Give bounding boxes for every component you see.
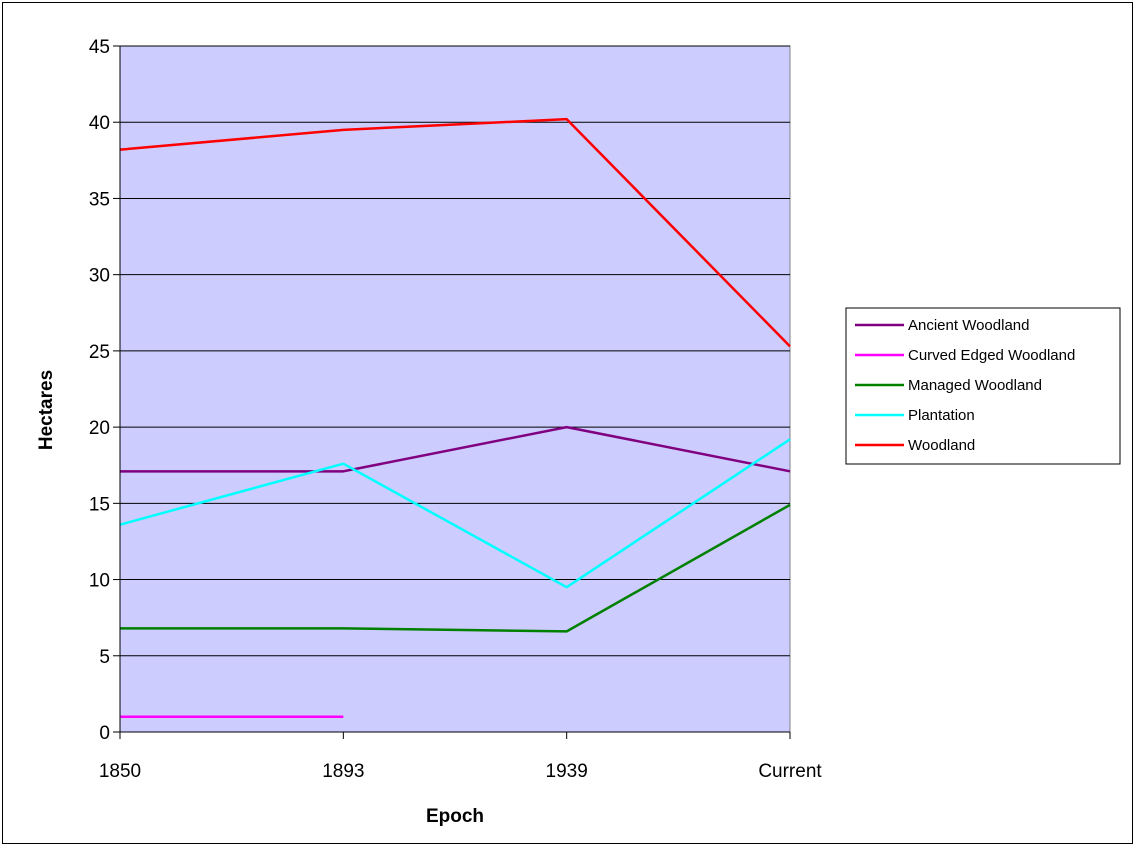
y-tick-label: 35 — [89, 189, 110, 210]
axes — [113, 45, 791, 739]
y-tick-labels: 0 5 10 15 20 25 30 35 40 45 — [89, 37, 110, 744]
x-tick-label: 1939 — [546, 761, 588, 782]
y-tick-label: 15 — [89, 494, 110, 515]
legend-label: Plantation — [908, 407, 975, 424]
legend-label: Woodland — [908, 437, 975, 454]
series-line-plantation — [119, 438, 791, 589]
y-tick-label: 20 — [89, 418, 110, 439]
series-line-managed-woodland — [120, 503, 791, 633]
plot-area — [119, 45, 791, 733]
legend-label: Ancient Woodland — [908, 317, 1029, 334]
series-line-woodland — [119, 117, 791, 348]
x-tick-label: Current — [758, 761, 822, 782]
y-tick-label: 30 — [89, 266, 110, 287]
legend-label: Managed Woodland — [908, 377, 1042, 394]
x-axis-title: Epoch — [426, 806, 484, 827]
y-tick-label: 25 — [89, 342, 110, 363]
gridlines — [120, 45, 790, 657]
x-tick-labels: 1850 1893 1939 Current — [99, 761, 823, 782]
y-tick-label: 10 — [89, 571, 110, 592]
x-tick-label: 1893 — [322, 761, 364, 782]
y-tick-label: 0 — [99, 723, 110, 744]
series-line-ancient-woodland — [120, 425, 791, 473]
x-tick-label: 1850 — [99, 761, 141, 782]
y-tick-label: 5 — [99, 647, 110, 668]
y-axis-title: Hectares — [36, 370, 57, 450]
y-tick-label: 45 — [89, 37, 110, 58]
legend-label: Curved Edged Woodland — [908, 347, 1075, 364]
y-tick-label: 40 — [89, 113, 110, 134]
legend: Ancient Woodland Curved Edged Woodland Man… — [845, 307, 1121, 465]
series-lines — [119, 117, 791, 719]
